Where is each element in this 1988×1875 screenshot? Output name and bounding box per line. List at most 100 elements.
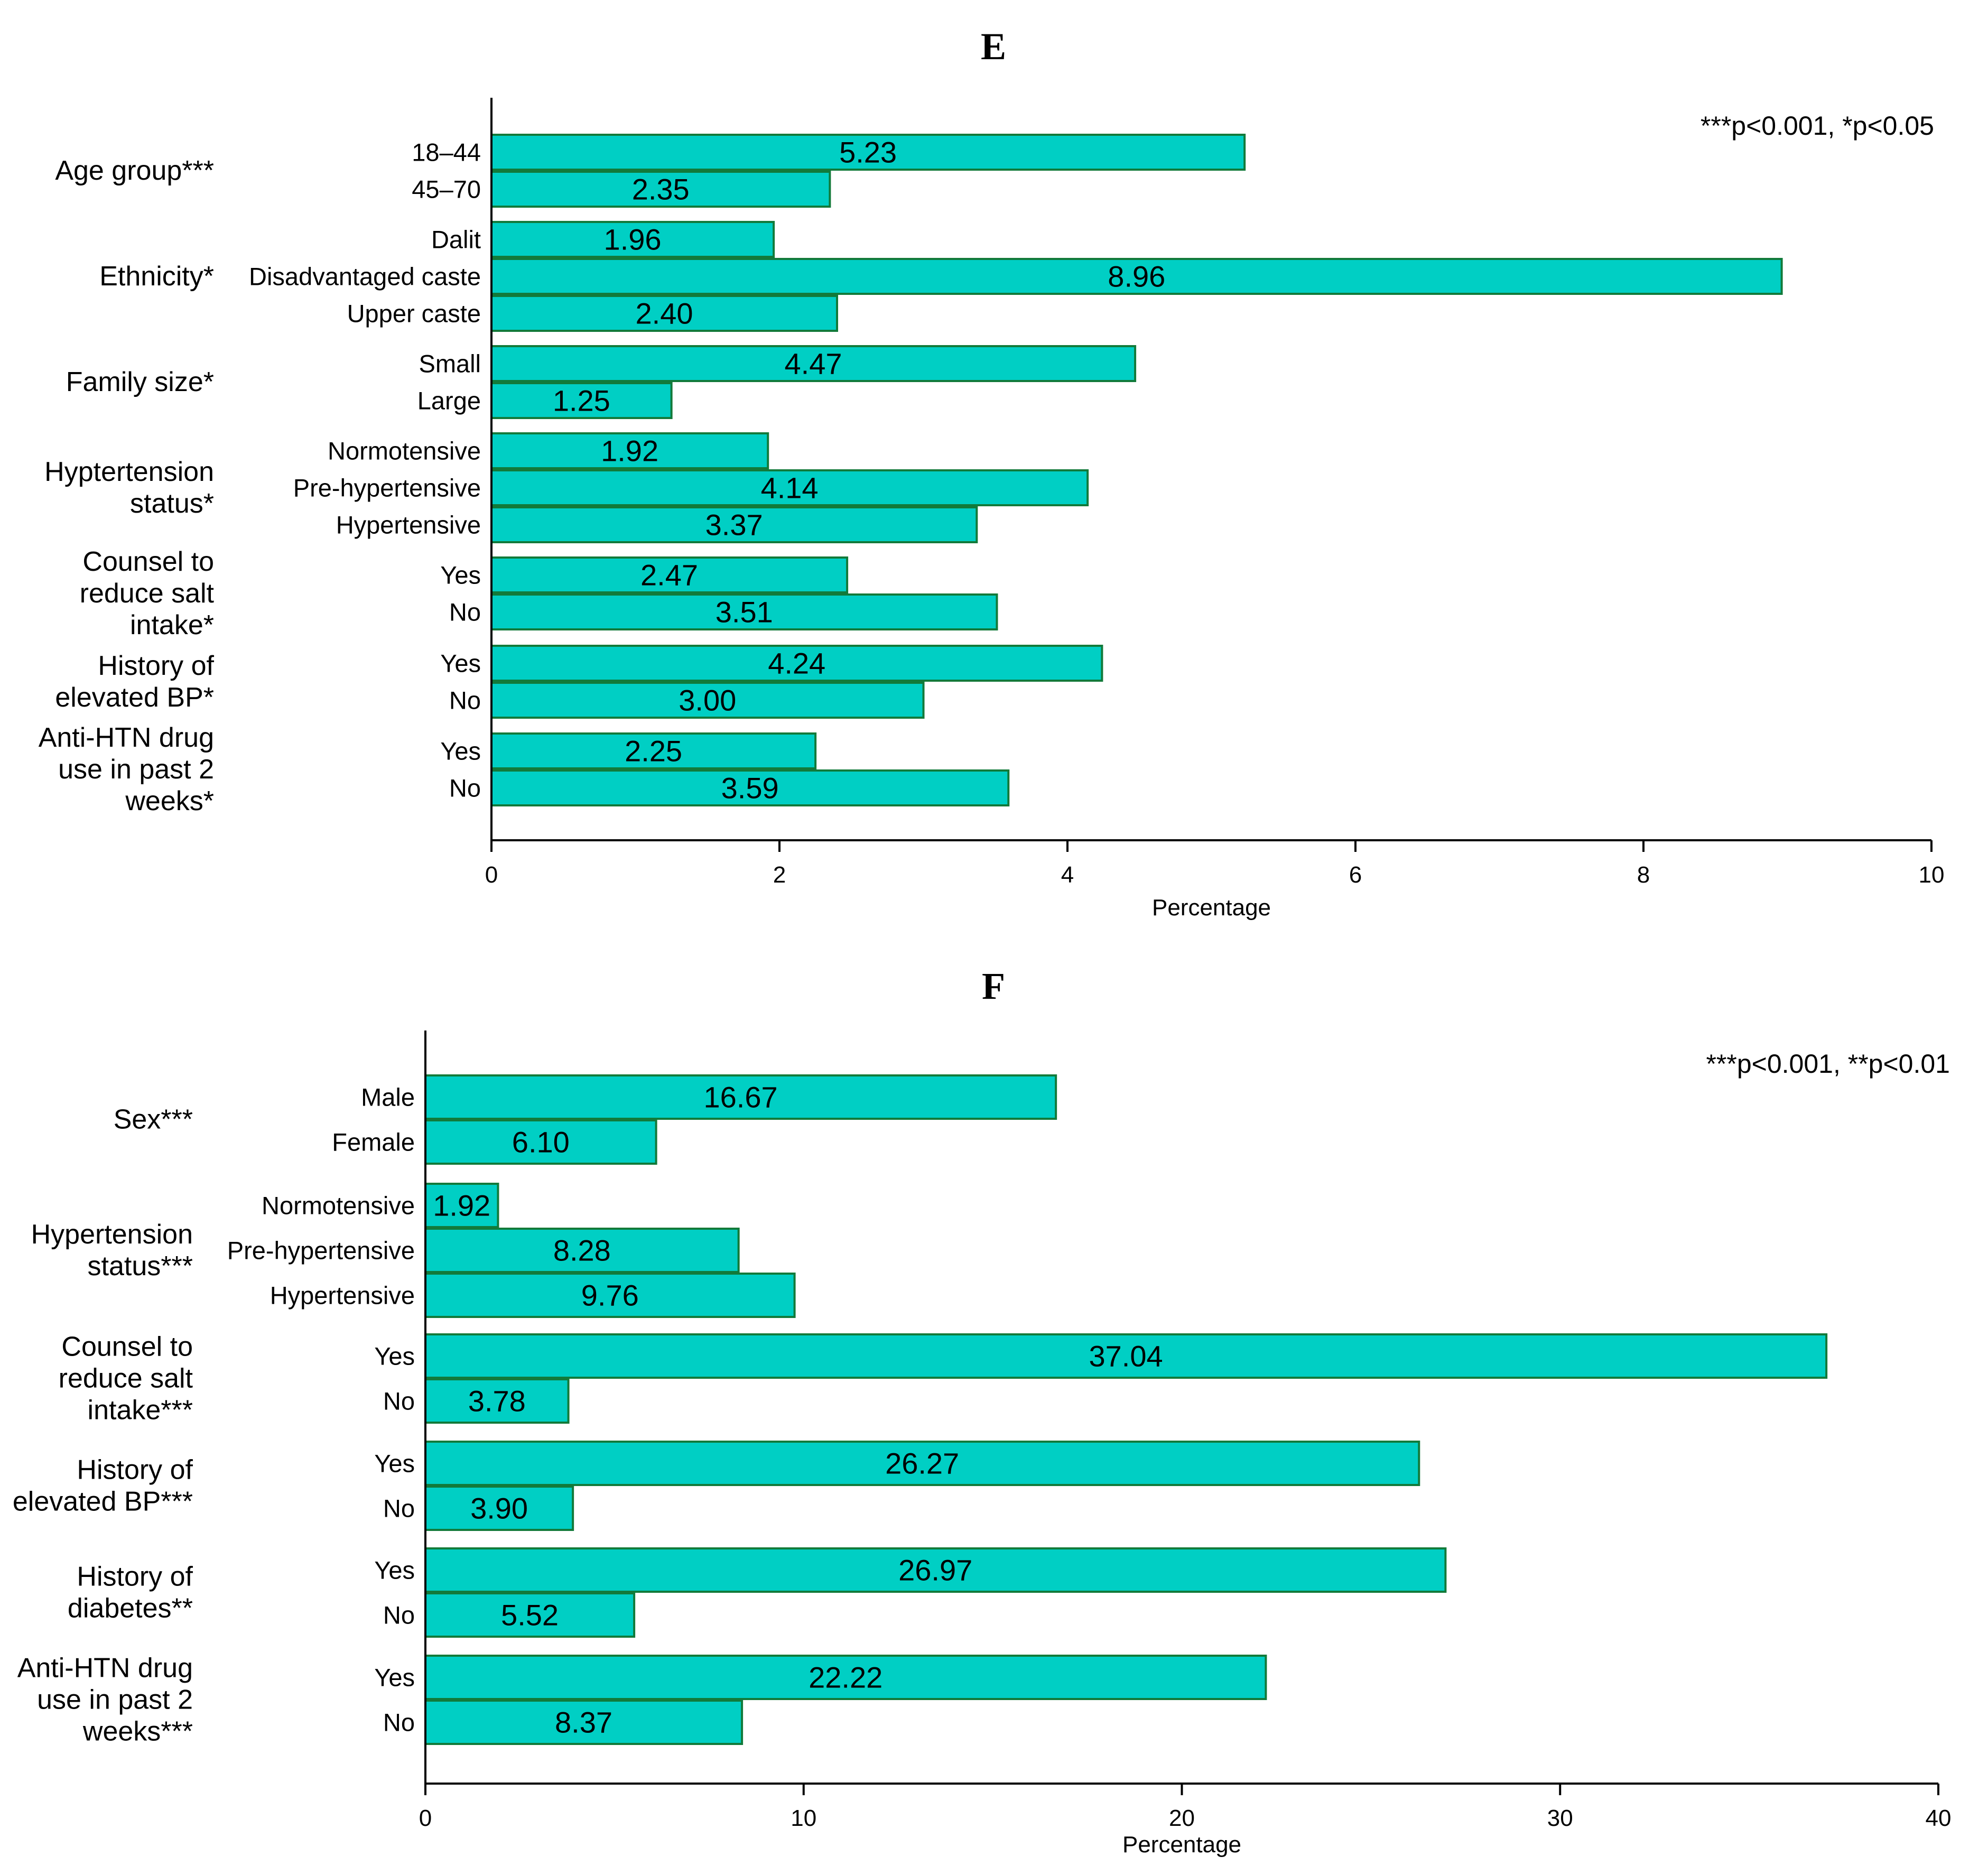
group-label-line: elevated BP***	[13, 1487, 193, 1517]
category-label: Large	[417, 387, 481, 415]
category-label: No	[449, 598, 481, 626]
group-label: Age group***	[55, 155, 214, 186]
group-label: Counsel to reduce salt intake*	[80, 546, 215, 641]
significance-note: ***p<0.001, **p<0.01	[1706, 1049, 1950, 1079]
bar-value-label: 3.78	[468, 1385, 526, 1418]
group-label-line: intake***	[88, 1395, 193, 1426]
bar	[490, 171, 831, 208]
category-label: No	[383, 1387, 415, 1415]
bar-value-label: 6.10	[512, 1126, 570, 1159]
bar	[424, 1119, 657, 1165]
category-label: Upper caste	[347, 300, 481, 328]
bar-value-label: 26.97	[898, 1554, 972, 1587]
category-label: Male	[361, 1083, 415, 1111]
group-label-line: status*	[130, 488, 214, 519]
x-tick-label: 40	[1926, 1805, 1952, 1831]
bar-group: 4.47 Small 1.25 Large Family size*	[66, 345, 1137, 419]
bar-value-label: 2.25	[625, 735, 682, 768]
bar-value-label: 9.76	[581, 1279, 639, 1312]
bar-value-label: 4.47	[785, 347, 842, 380]
bar	[424, 1441, 1420, 1486]
category-label: Yes	[374, 1450, 415, 1478]
group-label: Ethnicity*	[99, 261, 214, 292]
bar-value-label: 3.00	[679, 684, 736, 717]
bar-group: 1.92 Normotensive 8.28 Pre-hypertensive 9.76…	[31, 1183, 796, 1318]
category-label: Yes	[374, 1556, 415, 1584]
x-tick-label: 0	[419, 1805, 432, 1831]
group-label-line: Counsel to	[82, 546, 214, 577]
bar	[490, 645, 1103, 682]
x-tick-label: 10	[791, 1805, 816, 1831]
bar-group: 26.97 Yes 5.52 No History of diabetes**	[68, 1547, 1447, 1638]
bar-value-label: 37.04	[1089, 1340, 1163, 1373]
group-label-line: Age group***	[55, 155, 214, 186]
bar	[424, 1183, 499, 1228]
x-tick-label: 8	[1637, 862, 1650, 888]
category-label: Hypertensive	[270, 1282, 415, 1310]
bar-group: 4.24 Yes 3.00 No History of elevated BP*	[55, 645, 1103, 719]
group-label-line: weeks*	[125, 786, 214, 816]
bar-value-label: 4.14	[761, 471, 819, 505]
category-label: No	[383, 1709, 415, 1737]
bar-group: 26.27 Yes 3.90 No History of elevated BP***	[13, 1441, 1420, 1531]
bar-value-label: 1.25	[553, 384, 610, 417]
category-label: No	[449, 774, 481, 802]
group-label-line: Sex***	[114, 1104, 193, 1135]
bar-value-label: 2.40	[636, 297, 693, 330]
bar-value-label: 2.47	[640, 559, 698, 592]
bar	[490, 382, 673, 419]
group-label-line: diabetes**	[68, 1593, 193, 1624]
bar-group: 5.23 18–44 2.35 45–70 Age group***	[55, 134, 1246, 208]
bar-value-label: 1.92	[601, 434, 658, 468]
bar	[424, 1074, 1057, 1120]
bar	[424, 1700, 744, 1745]
bar-value-label: 4.24	[768, 647, 825, 680]
bar-group: 22.22 Yes 8.37 No Anti-HTN drug use in past 2…	[17, 1653, 1267, 1747]
bar-value-label: 3.51	[716, 596, 773, 629]
x-tick-label: 30	[1547, 1805, 1573, 1831]
group-label-line: Counsel to	[61, 1332, 193, 1362]
chart-panel-e: E ***p<0.001, *p<0.05 5.23 18–44 2.35 45–70 Ag…	[39, 25, 1945, 921]
bar-value-label: 8.28	[553, 1234, 611, 1267]
group-label: History of elevated BP*	[55, 651, 214, 713]
bar	[490, 295, 838, 332]
category-label: 45–70	[412, 175, 481, 203]
category-label: Hypertensive	[336, 511, 481, 539]
bar-group: 2.47 Yes 3.51 No Counsel to reduce salt intake…	[80, 546, 998, 641]
bar-value-label: 3.90	[470, 1492, 528, 1525]
category-label: Small	[419, 350, 481, 378]
bar	[424, 1486, 574, 1531]
group-label-line: reduce salt	[59, 1363, 193, 1394]
bar-value-label: 16.67	[704, 1081, 778, 1114]
bar-value-label: 8.96	[1108, 260, 1165, 293]
group-label-line: History of	[77, 1562, 193, 1592]
group-label: Counsel to reduce salt intake***	[59, 1332, 193, 1426]
axes: 0 10 20 30 40 Percentage	[419, 1031, 1952, 1858]
category-label: No	[383, 1495, 415, 1523]
category-label: 18–44	[412, 138, 481, 166]
category-label: Normotensive	[262, 1192, 415, 1220]
x-tick-label: 20	[1169, 1805, 1195, 1831]
group-label: Anti-HTN drug use in past 2 weeks*	[39, 722, 214, 816]
group-label-line: Ethnicity*	[99, 261, 214, 292]
group-label-line: status***	[88, 1251, 193, 1282]
group-label-line: Hyptertension	[44, 457, 214, 487]
x-tick-label: 10	[1919, 862, 1945, 888]
category-label: Yes	[374, 1342, 415, 1370]
bar	[490, 221, 775, 258]
group-label-line: use in past 2	[58, 754, 214, 785]
group-label: Hyptertension status*	[44, 457, 214, 519]
bar-value-label: 26.27	[885, 1447, 959, 1480]
chart-panel-f: F ***p<0.001, **p<0.01 16.67 Male 6.10 Female…	[13, 965, 1952, 1858]
category-label: Pre-hypertensive	[227, 1237, 415, 1265]
category-label: No	[449, 686, 481, 714]
group-label-line: weeks***	[82, 1716, 193, 1747]
group-label: Anti-HTN drug use in past 2 weeks***	[17, 1653, 193, 1747]
bar	[424, 1273, 796, 1318]
axes: 0 2 4 6 8 10 Percentage	[485, 98, 1945, 921]
bar-group: 1.96 Dalit 8.96 Disadvantaged caste 2.40 Uppe…	[99, 221, 1783, 332]
group-label-line: Anti-HTN drug	[39, 722, 214, 753]
bar-group: 1.92 Normotensive 4.14 Pre-hypertensive 3.37…	[44, 432, 1089, 543]
group-label-line: Hypertension	[31, 1219, 193, 1250]
